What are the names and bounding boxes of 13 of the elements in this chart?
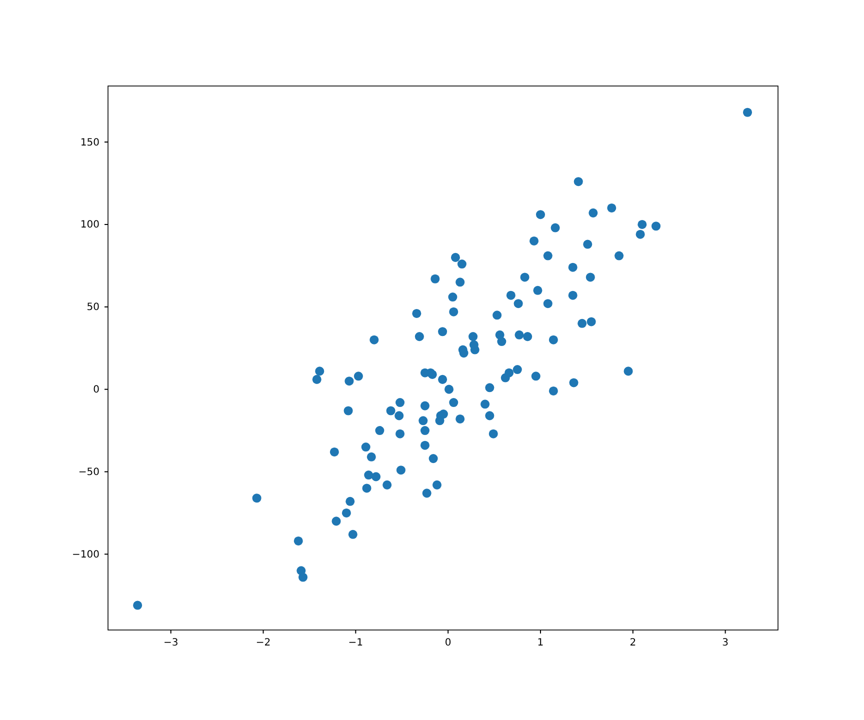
y-tick-label: −100 — [72, 549, 100, 560]
x-tick-label: −2 — [256, 638, 271, 649]
x-tick-label: 0 — [444, 638, 452, 649]
x-tick-label: −3 — [163, 638, 178, 649]
y-tick-label: −50 — [78, 466, 100, 478]
y-tick-label: 0 — [93, 384, 100, 396]
x-tick-label: 1 — [537, 638, 544, 649]
y-tick-label: 100 — [80, 220, 100, 231]
x-tick-label: 2 — [630, 638, 636, 649]
y-tick-label: 150 — [80, 137, 100, 148]
y-tick-label: 50 — [86, 302, 100, 314]
x-tick-label: 3 — [722, 638, 729, 649]
x-tick-label: −1 — [348, 638, 364, 649]
